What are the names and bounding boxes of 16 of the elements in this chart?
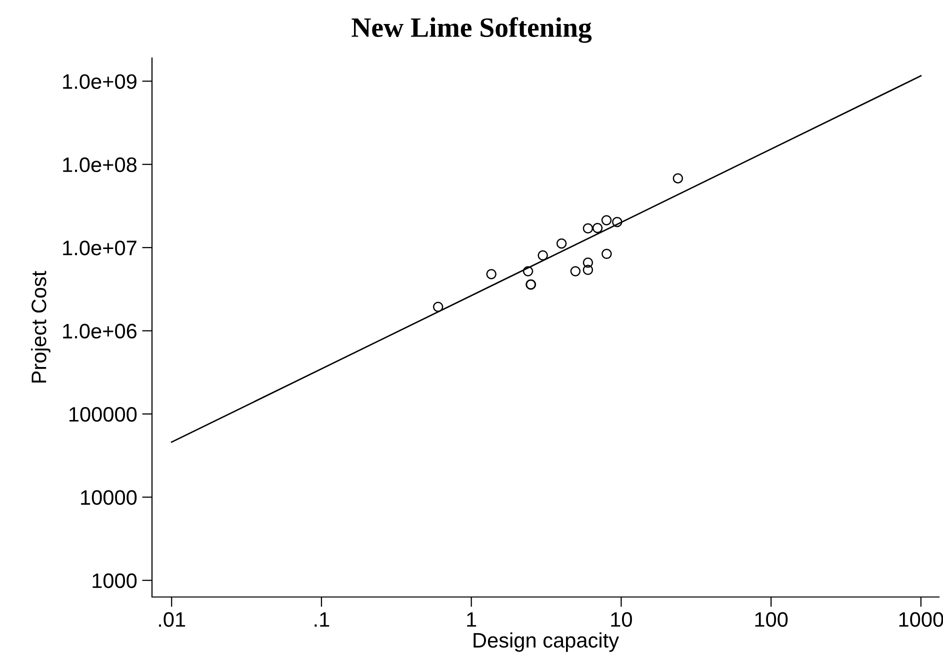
x-axis-title: Design capacity <box>474 632 619 652</box>
x-tick-label: 100 <box>755 612 788 627</box>
y-tick-label: 1.0e+09 <box>63 74 136 89</box>
y-tick-label: 1.0e+06 <box>63 324 137 339</box>
x-tick-label: 1000 <box>899 612 943 627</box>
x-tick-label: .1 <box>314 612 330 627</box>
chart-title: New Lime Softening <box>352 17 592 43</box>
y-axis-title: Project Cost <box>31 270 50 383</box>
x-tick-label: 1 <box>467 612 476 627</box>
x-tick-label: 10 <box>611 612 632 627</box>
y-tick-label: 1.0e+07 <box>63 240 136 256</box>
x-tick-label: .01 <box>159 612 186 627</box>
y-tick-label: 1000 <box>92 573 137 588</box>
y-tick-label: 1.0e+08 <box>63 157 137 172</box>
y-tick-label: 100000 <box>69 406 137 422</box>
y-tick-label: 10000 <box>81 490 137 505</box>
